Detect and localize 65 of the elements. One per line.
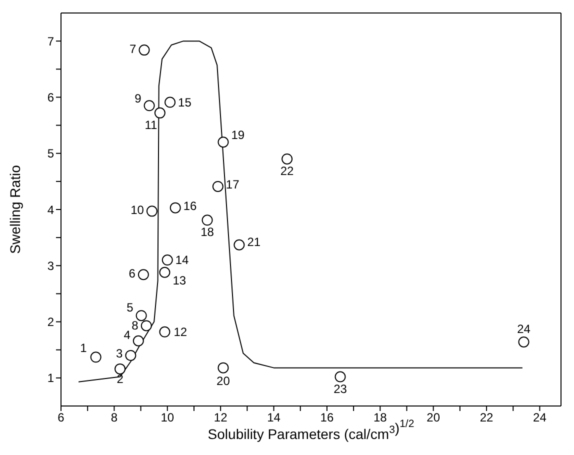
- annotation: 20: [216, 374, 230, 388]
- point: [282, 153, 293, 164]
- annotation: 23: [334, 382, 348, 396]
- point: [162, 254, 173, 266]
- x-tick-label: 6: [58, 410, 65, 425]
- annotation: 24: [517, 322, 531, 336]
- annotation: 8: [132, 318, 139, 333]
- annotation: 16: [183, 198, 198, 213]
- point: [170, 202, 181, 214]
- point: [202, 214, 213, 226]
- x-tick-label: 24: [533, 410, 547, 425]
- annotation: 14: [175, 253, 190, 268]
- y-tick-label: 1: [47, 371, 54, 386]
- annotation: 7: [130, 42, 137, 56]
- x-tick-label: 20: [426, 410, 440, 425]
- x-tick-label: 10: [160, 410, 174, 425]
- point: [114, 363, 126, 374]
- x-tick-label: 16: [320, 410, 334, 425]
- point: [154, 107, 166, 118]
- point: [159, 326, 170, 338]
- point: [159, 266, 170, 278]
- point: [138, 44, 150, 56]
- point: [132, 335, 144, 346]
- annotation: 12: [174, 324, 188, 339]
- y-tick-label: 4: [47, 202, 54, 217]
- annotation: 6: [128, 266, 136, 281]
- point: [518, 336, 530, 348]
- point: [218, 136, 229, 148]
- point: [90, 352, 102, 363]
- point: [164, 96, 176, 108]
- annotation: 2: [116, 372, 124, 386]
- annotation: 22: [280, 164, 294, 178]
- x-tick-label: 18: [373, 410, 388, 425]
- point: [146, 206, 158, 217]
- y-tick-label: 6: [47, 90, 54, 104]
- annotation: 1: [80, 341, 88, 356]
- point: [212, 180, 224, 192]
- annotation: 4: [124, 328, 131, 342]
- annotation: 15: [178, 95, 192, 110]
- annotation: 3: [116, 346, 123, 360]
- point: [125, 350, 136, 361]
- point: [334, 371, 346, 382]
- annotation: 5: [126, 300, 134, 315]
- annotation: 13: [172, 273, 186, 288]
- annotation: 10: [130, 203, 144, 218]
- y-tick-label: 7: [47, 34, 54, 48]
- point: [218, 362, 229, 374]
- x-tick-label: 22: [480, 410, 494, 425]
- x-tick-label: 8: [110, 410, 118, 425]
- point: [140, 320, 152, 332]
- y-axis-title: Swelling Ratio: [7, 164, 23, 254]
- y-tick-label: 2: [47, 315, 54, 330]
- annotation: 19: [231, 128, 245, 142]
- annotation: 9: [134, 92, 142, 106]
- y-tick-label: 5: [47, 146, 54, 161]
- annotation: 11: [144, 118, 158, 132]
- point: [136, 310, 147, 322]
- annotation: 18: [200, 225, 214, 240]
- x-tick-label: 14: [267, 410, 281, 425]
- annotation: 17: [226, 177, 240, 192]
- point: [144, 100, 155, 112]
- point: [234, 239, 245, 250]
- point: [138, 269, 149, 280]
- annotation: 21: [247, 234, 261, 249]
- y-tick-label: 3: [47, 258, 54, 273]
